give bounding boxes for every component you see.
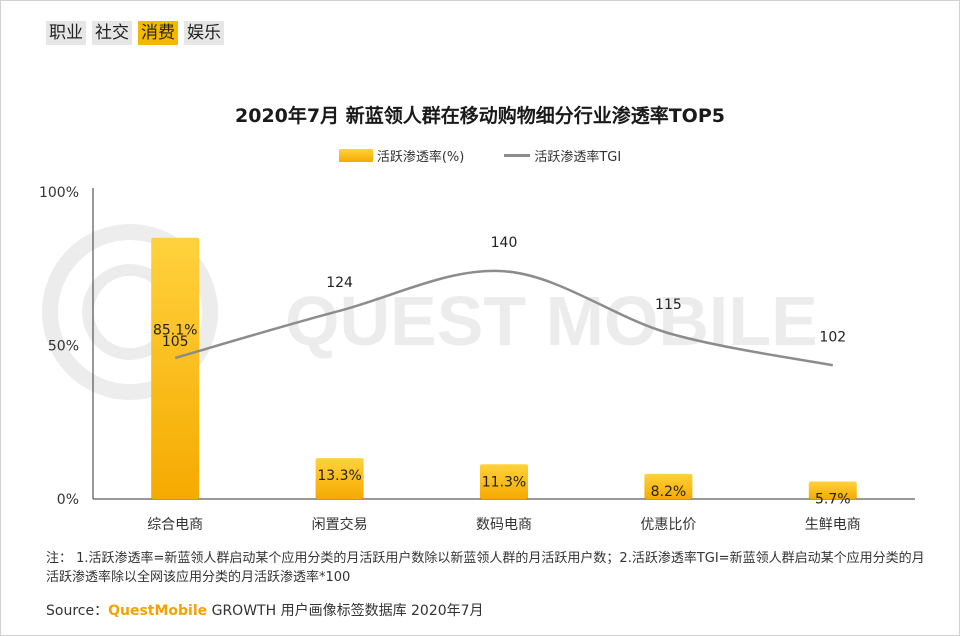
legend-item-tgi: 活跃渗透率TGI xyxy=(504,146,621,165)
x-tick-label: 生鲜电商 xyxy=(805,517,861,533)
watermark-logo-icon xyxy=(42,224,218,400)
tgi-value-label: 140 xyxy=(491,235,518,251)
bar-value-label: 5.7% xyxy=(815,492,851,508)
bar xyxy=(480,464,528,499)
source-text: GROWTH 用户画像标签数据库 2020年7月 xyxy=(207,603,484,619)
y-tick-label: 50% xyxy=(48,339,79,355)
bar xyxy=(315,458,364,499)
legend-bar-swatch xyxy=(338,149,373,162)
bar-value-label: 13.3% xyxy=(317,468,361,484)
tab-entertainment[interactable]: 娱乐 xyxy=(184,21,224,45)
bar xyxy=(644,473,693,499)
tab-social[interactable]: 社交 xyxy=(92,21,132,45)
category-tabs: 职业 社交 消费 娱乐 xyxy=(46,21,224,45)
x-tick-label: 闲置交易 xyxy=(312,516,368,533)
bar-value-label: 85.1% xyxy=(153,322,197,338)
tgi-value-label: 105 xyxy=(162,334,189,350)
x-tick-label: 数码电商 xyxy=(476,517,532,533)
x-tick-label: 综合电商 xyxy=(147,517,203,533)
bar-value-label: 11.3% xyxy=(482,474,526,490)
source-prefix: Source： xyxy=(46,603,109,619)
legend-label-penetration: 活跃渗透率(%) xyxy=(376,150,465,165)
y-tick-label: 0% xyxy=(57,492,79,508)
tab-consumption[interactable]: 消费 xyxy=(138,21,178,45)
bar xyxy=(808,481,857,499)
y-tick-label: 100% xyxy=(39,185,79,201)
tgi-value-label: 102 xyxy=(819,329,846,345)
tab-career[interactable]: 职业 xyxy=(46,21,86,45)
legend-label-tgi: 活跃渗透率TGI xyxy=(534,150,622,165)
chart-title: 2020年7月 新蓝领人群在移动购物细分行业渗透率TOP5 xyxy=(235,105,725,127)
source-line: Source：QuestMobile GROWTH 用户画像标签数据库 2020… xyxy=(46,600,484,620)
legend-line-swatch xyxy=(504,154,531,157)
tgi-value-label: 115 xyxy=(655,297,682,313)
footnote: 注： 1.活跃渗透率=新蓝领人群启动某个应用分类的月活跃用户数除以新蓝领人群的月… xyxy=(46,551,925,585)
tgi-value-label: 124 xyxy=(326,275,353,291)
chart-legend: 活跃渗透率(%) 活跃渗透率TGI xyxy=(0,146,960,165)
x-tick-label: 优惠比价 xyxy=(640,517,696,533)
source-brand: QuestMobile xyxy=(108,603,208,619)
bar xyxy=(151,237,200,500)
bar-value-label: 8.2% xyxy=(651,484,687,500)
legend-item-penetration: 活跃渗透率(%) xyxy=(338,146,465,165)
tgi-line xyxy=(174,269,834,367)
